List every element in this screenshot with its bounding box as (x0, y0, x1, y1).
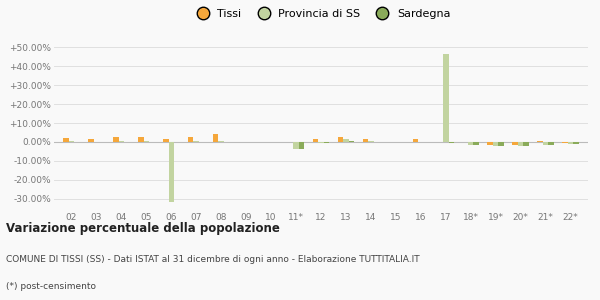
Bar (169, 142, 174, 203)
Legend: Tissi, Provincia di SS, Sardegna: Tissi, Provincia di SS, Sardegna (187, 4, 455, 23)
Bar (338, 137, 343, 142)
Bar (413, 139, 418, 142)
Bar (468, 142, 473, 145)
Bar (562, 142, 568, 143)
Bar (538, 141, 543, 142)
Text: COMUNE DI TISSI (SS) - Dati ISTAT al 31 dicembre di ogni anno - Elaborazione TUT: COMUNE DI TISSI (SS) - Dati ISTAT al 31 … (6, 255, 419, 264)
Bar (543, 142, 548, 145)
Bar (449, 142, 454, 143)
Bar (299, 142, 304, 149)
Bar (138, 136, 143, 142)
Bar (293, 142, 299, 148)
Text: (*) post-censimento: (*) post-censimento (6, 282, 96, 291)
Bar (518, 142, 523, 146)
Bar (313, 139, 318, 142)
Bar (193, 141, 199, 142)
Bar (119, 141, 124, 142)
Bar (512, 142, 518, 145)
Bar (113, 137, 119, 142)
Bar (443, 54, 449, 142)
Bar (493, 142, 499, 146)
Bar (343, 139, 349, 142)
Bar (523, 142, 529, 146)
Bar (487, 142, 493, 145)
Bar (573, 142, 579, 144)
Bar (318, 142, 324, 143)
Bar (143, 141, 149, 142)
Bar (69, 141, 74, 142)
Bar (163, 139, 169, 142)
Bar (188, 137, 193, 142)
Bar (368, 141, 374, 142)
Bar (349, 141, 354, 142)
Bar (213, 134, 218, 142)
Text: Variazione percentuale della popolazione: Variazione percentuale della popolazione (6, 222, 280, 235)
Bar (499, 142, 504, 146)
Bar (324, 142, 329, 143)
Bar (473, 142, 479, 145)
Bar (548, 142, 554, 145)
Bar (88, 139, 94, 142)
Bar (568, 142, 573, 144)
Bar (218, 141, 224, 142)
Bar (63, 138, 69, 142)
Bar (362, 139, 368, 142)
